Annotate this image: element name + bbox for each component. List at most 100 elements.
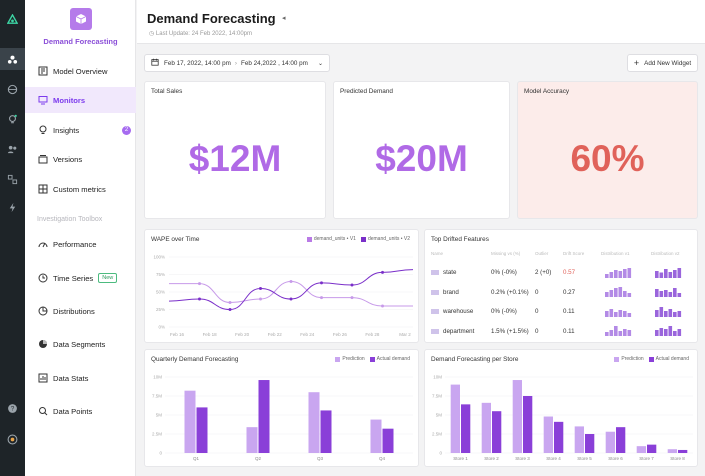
- share-icon[interactable]: ◂: [282, 15, 286, 22]
- drift-score-cell: 0.11: [563, 308, 575, 315]
- nav-performance[interactable]: Performance: [25, 231, 136, 257]
- outlier-cell: 0: [535, 308, 539, 315]
- data-point-v2[interactable]: [228, 308, 232, 311]
- card-title: Top Drifted Features: [431, 236, 489, 243]
- bar-prediction[interactable]: [184, 390, 196, 453]
- bulb-icon[interactable]: [0, 108, 25, 130]
- bar-prediction[interactable]: [574, 426, 584, 453]
- bar-actual[interactable]: [616, 427, 626, 453]
- svg-text:?: ?: [11, 405, 15, 412]
- bar-actual[interactable]: [678, 449, 688, 453]
- distribution-bar: [609, 308, 614, 317]
- data-points-icon: [37, 406, 48, 417]
- data-point-v2[interactable]: [289, 297, 293, 301]
- data-point-v1[interactable]: [289, 280, 293, 283]
- bar-prediction[interactable]: [512, 380, 522, 453]
- date-end: Feb 24,2022 , 14:00 pm: [240, 59, 308, 67]
- distribution-bar: [623, 329, 627, 336]
- data-point-v1[interactable]: [198, 282, 201, 286]
- bar-actual[interactable]: [647, 444, 657, 453]
- table-row[interactable]: brand 0.2% (+0.1%) 0 0.27: [427, 282, 705, 303]
- bar-actual[interactable]: [382, 428, 394, 453]
- bar-prediction[interactable]: [450, 384, 460, 453]
- nav-data-points[interactable]: Data Points: [25, 398, 136, 424]
- bar-prediction[interactable]: [481, 402, 491, 453]
- drift-table-card[interactable]: Top Drifted Features Name Missing vs (%)…: [424, 229, 698, 343]
- kpi-predicted-demand[interactable]: Predicted Demand $20M: [333, 81, 510, 219]
- distribution-bar: [605, 332, 609, 336]
- bar-actual[interactable]: [523, 396, 533, 453]
- legend-actual: Actual demand: [655, 356, 689, 362]
- bar-prediction[interactable]: [308, 392, 320, 453]
- x-tick-label: Store 8: [670, 456, 685, 461]
- nav-data-stats[interactable]: Data Stats: [25, 365, 136, 391]
- data-point-v2[interactable]: [381, 270, 384, 274]
- table-row[interactable]: state 0% (-0%) 2 (+0) 0.57: [427, 262, 705, 283]
- bar-actual[interactable]: [196, 407, 208, 453]
- distribution-bar: [668, 308, 673, 317]
- bar-prediction[interactable]: [667, 449, 677, 453]
- time-series-icon: [37, 273, 48, 284]
- bar-prediction[interactable]: [605, 431, 615, 453]
- bar-actual[interactable]: [585, 434, 595, 453]
- integrations-icon[interactable]: [0, 168, 25, 190]
- bar-actual[interactable]: [258, 380, 270, 453]
- account-icon[interactable]: [0, 428, 25, 450]
- add-widget-button[interactable]: + Add New Widget: [627, 54, 698, 72]
- data-point-v2[interactable]: [198, 297, 201, 301]
- bar-actual[interactable]: [554, 421, 564, 453]
- date-range-picker[interactable]: Feb 17, 2022, 14:00 pm › Feb 24,2022 , 1…: [144, 54, 330, 72]
- kpi-model-accuracy[interactable]: Model Accuracy 60%: [517, 81, 698, 219]
- nav-monitors[interactable]: Monitors: [25, 87, 136, 113]
- nav-distributions[interactable]: Distributions: [25, 298, 136, 324]
- bar-prediction[interactable]: [636, 446, 646, 453]
- users-icon[interactable]: [0, 138, 25, 160]
- x-tick-label: Feb 28: [365, 332, 380, 337]
- distribution-bar: [668, 326, 673, 336]
- data-point-v1[interactable]: [350, 296, 354, 300]
- models-icon[interactable]: [0, 48, 25, 70]
- bar-actual[interactable]: [492, 411, 502, 453]
- distribution-bar: [664, 268, 668, 278]
- table-row[interactable]: department 1.5% (+1.5%) 0 0.11: [427, 321, 705, 342]
- lightning-icon[interactable]: [0, 196, 25, 218]
- nav-model-overview[interactable]: Model Overview: [25, 58, 136, 84]
- data-point-v1[interactable]: [259, 297, 262, 301]
- nav-time-series[interactable]: Time Series New: [25, 265, 136, 291]
- wape-chart-card[interactable]: WAPE over Time demand_units • V1 demand_…: [144, 229, 419, 343]
- last-update: ◷ Last Update: 24 Feb 2022, 14:00pm: [149, 30, 252, 37]
- kpi-total-sales[interactable]: Total Sales $12M: [144, 81, 326, 219]
- bar-prediction[interactable]: [246, 427, 258, 453]
- app-logo-icon[interactable]: [0, 8, 25, 30]
- globe-icon[interactable]: [0, 78, 25, 100]
- quarterly-chart-card[interactable]: Quarterly Demand Forecasting Prediction …: [144, 349, 419, 467]
- x-tick-label: Store 1: [453, 456, 468, 461]
- feature-name: department: [443, 327, 475, 335]
- data-point-v1[interactable]: [320, 296, 323, 300]
- distribution-v2-bars: [655, 288, 682, 297]
- distribution-bar: [659, 328, 664, 336]
- outlier-cell: 0: [535, 327, 539, 335]
- nav-custom-metrics[interactable]: Custom metrics: [25, 176, 136, 202]
- data-point-v2[interactable]: [350, 283, 354, 287]
- y-tick-label: 10M: [433, 375, 442, 380]
- bar-prediction[interactable]: [543, 416, 553, 453]
- store-chart-card[interactable]: Demand Forecasting per Store Prediction …: [424, 349, 698, 467]
- table-row[interactable]: warehouse 0% (-0%) 0 0.11: [427, 301, 705, 322]
- kpi-value: $12M: [188, 138, 282, 179]
- help-icon[interactable]: ?: [0, 397, 25, 419]
- plus-icon: +: [633, 58, 640, 68]
- nav-insights[interactable]: Insights 2: [25, 117, 136, 143]
- data-point-v1[interactable]: [228, 301, 232, 304]
- data-point-v1[interactable]: [381, 304, 384, 308]
- bar-actual[interactable]: [461, 404, 471, 453]
- nav-data-segments[interactable]: Data Segments: [25, 331, 136, 357]
- data-point-v2[interactable]: [259, 287, 262, 290]
- nav-versions[interactable]: Versions: [25, 146, 136, 172]
- bar-actual[interactable]: [320, 410, 332, 453]
- distribution-bar: [623, 291, 627, 297]
- data-point-v2[interactable]: [320, 281, 323, 285]
- y-tick-label: 25%: [156, 307, 165, 312]
- bar-prediction[interactable]: [370, 419, 382, 453]
- distribution-bar: [609, 271, 614, 278]
